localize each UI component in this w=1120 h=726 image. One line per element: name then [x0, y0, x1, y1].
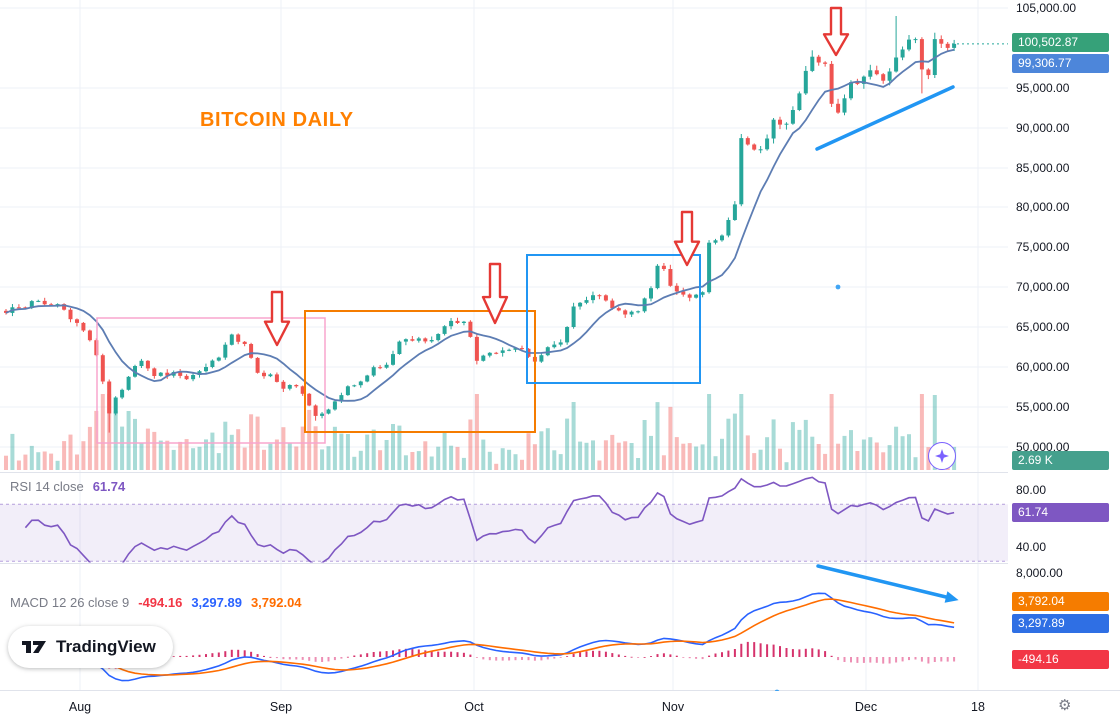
- price-tick-label: 70,000.00: [1016, 280, 1070, 294]
- red-down-arrow[interactable]: [822, 6, 850, 57]
- blue-rectangle[interactable]: [526, 254, 701, 384]
- macd-signal-value: 3,792.04: [250, 595, 302, 610]
- macd-line-value: 3,297.89: [191, 595, 242, 610]
- macd-signal-badge: 3,792.04: [1012, 592, 1109, 611]
- price-tick-label: 105,000.00: [1016, 1, 1077, 15]
- chart-title: BITCOIN DAILY: [200, 109, 354, 131]
- time-tick-label: Nov: [661, 700, 685, 714]
- macd-hist-badge: -494.16: [1012, 650, 1109, 669]
- ma-price-badge: 99,306.77: [1012, 54, 1109, 73]
- volume-badge: 2.69 K: [1012, 451, 1109, 470]
- price-tick-label: 50,000.00: [1016, 440, 1070, 454]
- time-tick-label: Sep: [269, 700, 293, 714]
- price-tick-label: 8,000.00: [1016, 566, 1063, 580]
- rsi-band: [0, 504, 1008, 562]
- red-down-arrow[interactable]: [481, 262, 509, 325]
- macd-arrowhead: [944, 591, 959, 603]
- macd-hist-value: -494.16: [138, 595, 183, 610]
- tradingview-logo-icon: [22, 641, 46, 653]
- price-tick-label: 55,000.00: [1016, 400, 1070, 414]
- time-tick-label: Oct: [464, 700, 484, 714]
- sparkle-star-icon: [935, 449, 949, 463]
- price-tick-label: 40.00: [1016, 540, 1047, 554]
- macd-trend-arrow[interactable]: [816, 564, 948, 599]
- price-tick-label: 65,000.00: [1016, 320, 1070, 334]
- macd-legend[interactable]: MACD 12 26 close 9 -494.16 3,297.89 3,79…: [10, 595, 302, 610]
- macd-legend-label: MACD 12 26 close 9: [10, 595, 130, 610]
- tradingview-logo[interactable]: TradingView: [8, 626, 173, 668]
- candlestick-series: [4, 16, 957, 433]
- red-down-arrow[interactable]: [263, 290, 291, 347]
- time-tick-label: 18: [971, 700, 985, 714]
- blue-dot[interactable]: [835, 284, 841, 290]
- rsi-value-badge: 61.74: [1012, 503, 1109, 522]
- price-tick-label: 80,000.00: [1016, 200, 1070, 214]
- ai-sparkle-button[interactable]: [928, 442, 956, 470]
- price-tick-label: 85,000.00: [1016, 161, 1070, 175]
- price-axis[interactable]: 105,000.00 95,000.00 90,000.00 85,000.00 80,…: [1008, 0, 1120, 690]
- macd-histogram: [37, 641, 956, 670]
- axis-settings-gear-icon[interactable]: ⚙: [1058, 697, 1072, 714]
- last-price-badge: 100,502.87: [1012, 33, 1109, 52]
- price-tick-label: 80.00: [1016, 483, 1047, 497]
- time-tick-label: Aug: [68, 700, 92, 714]
- orange-rectangle[interactable]: [304, 310, 536, 433]
- price-tick-label: 90,000.00: [1016, 121, 1070, 135]
- time-axis[interactable]: Aug Sep Oct Nov Dec 18: [0, 691, 1120, 726]
- macd-line-badge: 3,297.89: [1012, 614, 1109, 633]
- tradingview-logo-text: TradingView: [56, 637, 156, 656]
- price-tick-label: 95,000.00: [1016, 81, 1070, 95]
- rsi-line: [24, 476, 955, 563]
- rsi-legend-label: RSI 14 close: [10, 479, 84, 494]
- macd-line: [38, 592, 955, 682]
- red-down-arrow[interactable]: [673, 210, 701, 267]
- macd-signal-line: [38, 598, 955, 676]
- price-tick-label: 60,000.00: [1016, 360, 1070, 374]
- pink-rectangle[interactable]: [96, 317, 326, 444]
- ma-line: [5, 48, 955, 402]
- rsi-legend-value: 61.74: [92, 479, 126, 494]
- gridlines: [0, 0, 1008, 690]
- trend-line[interactable]: [815, 85, 955, 151]
- time-tick-label: Dec: [854, 700, 878, 714]
- rsi-legend[interactable]: RSI 14 close 61.74: [10, 479, 125, 494]
- price-tick-label: 75,000.00: [1016, 240, 1070, 254]
